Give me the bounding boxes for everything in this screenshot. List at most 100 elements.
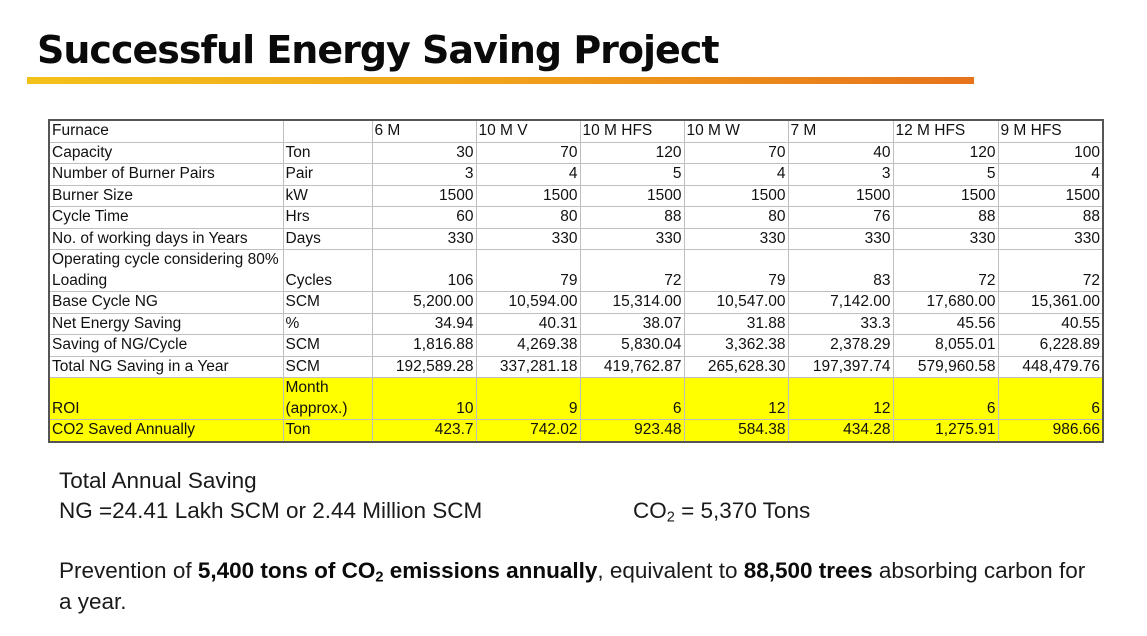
- table-cell: 4: [997, 163, 1104, 186]
- table-cell: 742.02: [475, 419, 581, 443]
- table-cell: 72: [997, 249, 1104, 292]
- co2-label: CO: [633, 498, 667, 523]
- table-cell: 72: [892, 249, 999, 292]
- table-cell: 2,378.29: [787, 334, 894, 357]
- table-cell: 434.28: [787, 419, 894, 443]
- header-unit-cell: [282, 119, 373, 143]
- table-cell: 40: [787, 141, 894, 164]
- table-cell: 106: [371, 249, 477, 292]
- table-cell: 83: [787, 249, 894, 292]
- table-cell: 100: [997, 141, 1104, 164]
- column-header: 9 M HFS: [997, 119, 1104, 143]
- row-unit: SCM: [282, 291, 373, 314]
- row-unit: Hrs: [282, 206, 373, 229]
- table-cell: 448,479.76: [997, 355, 1104, 378]
- table-cell: 330: [579, 227, 685, 250]
- table-row: Burner Size kW 1500 1500 1500 1500 1500 1500 150…: [48, 184, 1104, 207]
- column-header: 7 M: [787, 119, 894, 143]
- table-cell: 15,314.00: [579, 291, 685, 314]
- table-cell: 8,055.01: [892, 334, 999, 357]
- table-cell: 88: [892, 206, 999, 229]
- prevention-statement: Prevention of 5,400 tons of CO2 emission…: [59, 555, 1099, 617]
- table-cell: 9: [475, 377, 581, 420]
- table-cell: 10,594.00: [475, 291, 581, 314]
- table-cell: 79: [683, 249, 789, 292]
- row-label: Saving of NG/Cycle: [48, 334, 284, 357]
- table-cell: 120: [579, 141, 685, 164]
- row-unit: %: [282, 312, 373, 335]
- table-cell: 192,589.28: [371, 355, 477, 378]
- column-header: 10 M W: [683, 119, 789, 143]
- table-cell: 31.88: [683, 312, 789, 335]
- table-cell: 579,960.58: [892, 355, 999, 378]
- table-cell: 4,269.38: [475, 334, 581, 357]
- table-cell: 72: [579, 249, 685, 292]
- table-cell: 337,281.18: [475, 355, 581, 378]
- ng-saving-line: NG =24.41 Lakh SCM or 2.44 Million SCM: [59, 498, 483, 523]
- table-row: CO2 Saved Annually Ton 423.7 742.02 923.48 58…: [48, 419, 1104, 443]
- table-cell: 120: [892, 141, 999, 164]
- table-cell: 88: [997, 206, 1104, 229]
- table-cell: 419,762.87: [579, 355, 685, 378]
- table-cell: 330: [683, 227, 789, 250]
- row-unit: Pair: [282, 163, 373, 186]
- table-cell: 88: [579, 206, 685, 229]
- title-underline-bar: [27, 77, 974, 84]
- column-header: 10 M V: [475, 119, 581, 143]
- row-unit: SCM: [282, 334, 373, 357]
- prevention-bold-emissions: emissions annually: [383, 558, 598, 583]
- table-cell: 1500: [892, 184, 999, 207]
- table-cell: 7,142.00: [787, 291, 894, 314]
- row-unit: Ton: [282, 419, 373, 443]
- table-cell: 79: [475, 249, 581, 292]
- table-cell: 5: [579, 163, 685, 186]
- co2-total-line: CO2 = 5,370 Tons: [633, 496, 810, 526]
- table-cell: 584.38: [683, 419, 789, 443]
- table-cell: 34.94: [371, 312, 477, 335]
- table-cell: 40.31: [475, 312, 581, 335]
- furnace-data-table: Furnace 6 M 10 M V 10 M HFS 10 M W 7 M 1…: [48, 119, 1104, 443]
- table-cell: 197,397.74: [787, 355, 894, 378]
- table-row: Number of Burner Pairs Pair 3 4 5 4 3 5 4: [48, 163, 1104, 186]
- table-cell: 3: [371, 163, 477, 186]
- table-cell: 3,362.38: [683, 334, 789, 357]
- header-label-cell: Furnace: [48, 119, 284, 143]
- table-cell: 45.56: [892, 312, 999, 335]
- row-label: CO2 Saved Annually: [48, 419, 284, 443]
- row-label: Total NG Saving in a Year: [48, 355, 284, 378]
- table-cell: 1500: [475, 184, 581, 207]
- row-unit: SCM: [282, 355, 373, 378]
- table-cell: 4: [475, 163, 581, 186]
- column-header: 10 M HFS: [579, 119, 685, 143]
- table-cell: 1500: [997, 184, 1104, 207]
- table-cell: 1500: [787, 184, 894, 207]
- table-row: Capacity Ton 30 70 120 70 40 120 100: [48, 141, 1104, 164]
- row-unit: Cycles: [282, 249, 373, 292]
- table-cell: 5,830.04: [579, 334, 685, 357]
- row-label: No. of working days in Years: [48, 227, 284, 250]
- table-cell: 986.66: [997, 419, 1104, 443]
- column-header: 12 M HFS: [892, 119, 999, 143]
- table-row: Total NG Saving in a Year SCM 192,589.28 33…: [48, 355, 1104, 378]
- table-body: Furnace 6 M 10 M V 10 M HFS 10 M W 7 M 1…: [48, 119, 1104, 443]
- table-cell: 10: [371, 377, 477, 420]
- table-cell: 330: [475, 227, 581, 250]
- table-cell: 330: [371, 227, 477, 250]
- table-cell: 76: [787, 206, 894, 229]
- row-unit: kW: [282, 184, 373, 207]
- table-cell: 6: [997, 377, 1104, 420]
- table-row: Base Cycle NG SCM 5,200.00 10,594.00 15,314.…: [48, 291, 1104, 314]
- table-cell: 330: [892, 227, 999, 250]
- prevention-bold-trees: 88,500 trees: [743, 558, 873, 583]
- table-cell: 6,228.89: [997, 334, 1104, 357]
- row-label: Base Cycle NG: [48, 291, 284, 314]
- table-cell: 10,547.00: [683, 291, 789, 314]
- table-row: Saving of NG/Cycle SCM 1,816.88 4,269.38 5,8…: [48, 334, 1104, 357]
- summary-heading: Total Annual Saving: [59, 468, 257, 493]
- table-cell: 423.7: [371, 419, 477, 443]
- table-header-row: Furnace 6 M 10 M V 10 M HFS 10 M W 7 M 1…: [48, 119, 1104, 143]
- row-unit: Month (approx.): [282, 377, 373, 420]
- table-cell: 1,275.91: [892, 419, 999, 443]
- table-cell: 330: [787, 227, 894, 250]
- table-cell: 923.48: [579, 419, 685, 443]
